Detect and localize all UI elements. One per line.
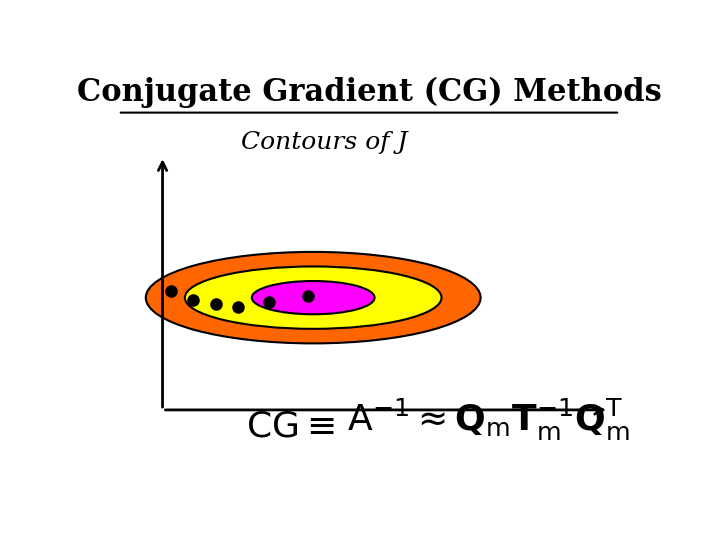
Text: $\mathrm{A}^{-1} \approx \mathbf{Q}_{\mathrm{m}}\mathbf{T}_{\mathrm{m}}^{-1}\mat: $\mathrm{A}^{-1} \approx \mathbf{Q}_{\ma… [347, 397, 630, 443]
Text: Contours of J: Contours of J [240, 131, 408, 154]
Ellipse shape [146, 252, 481, 343]
Ellipse shape [185, 266, 441, 329]
Text: Conjugate Gradient (CG) Methods: Conjugate Gradient (CG) Methods [76, 77, 662, 109]
Text: $\mathrm{CG} \equiv$: $\mathrm{CG} \equiv$ [246, 409, 335, 443]
Ellipse shape [252, 281, 374, 314]
